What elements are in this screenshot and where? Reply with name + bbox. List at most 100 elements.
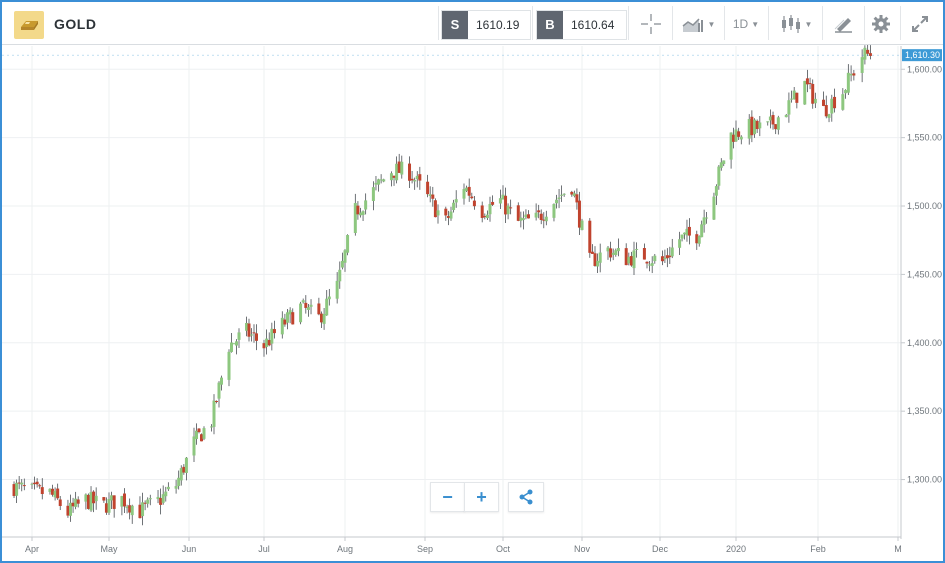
crosshair-button[interactable] (634, 10, 668, 38)
candle-body (371, 187, 375, 201)
candle-body (590, 251, 594, 254)
candle-body (291, 312, 295, 325)
sell-button[interactable]: S 1610.19 (441, 10, 531, 40)
toolbar-divider (724, 6, 725, 40)
candle-body (687, 226, 691, 236)
candle-body (790, 98, 794, 100)
candle-body (283, 319, 287, 325)
candle (750, 110, 754, 143)
candle (280, 311, 284, 339)
candle-body (232, 343, 236, 345)
candle-body (768, 116, 772, 121)
candle-body (491, 201, 495, 205)
x-tick-label: Feb (810, 544, 826, 554)
gear-icon (872, 15, 890, 33)
chart-type-button[interactable]: ▼ (676, 10, 720, 38)
buy-button[interactable]: B 1610.64 (536, 10, 627, 40)
candle (177, 470, 181, 490)
candle (182, 464, 186, 475)
candle-body (335, 280, 339, 299)
candle (92, 490, 96, 513)
candlestick-style-button[interactable]: ▼ (774, 10, 818, 38)
candle-body (179, 468, 183, 481)
candle-body (122, 493, 126, 507)
candle-body (74, 498, 78, 507)
candle (705, 212, 709, 224)
candle-body (86, 494, 90, 509)
sell-label: S (442, 11, 468, 39)
candle (609, 241, 613, 262)
candle (374, 176, 378, 191)
fullscreen-button[interactable] (904, 10, 936, 38)
candle (413, 177, 417, 190)
candle (283, 313, 287, 327)
candle (184, 457, 188, 481)
candle (642, 243, 646, 260)
candle-body (413, 180, 417, 182)
candle (627, 252, 631, 266)
candle (415, 171, 419, 188)
candle (717, 165, 721, 190)
candle (433, 198, 437, 218)
drawing-tools-button[interactable] (826, 10, 860, 38)
candle (212, 394, 216, 435)
candle (524, 209, 528, 220)
candle-body (382, 179, 386, 182)
candle-body (428, 194, 432, 196)
candle (250, 328, 253, 342)
candle-body (130, 505, 134, 516)
candle-body (436, 210, 440, 216)
candle-body (557, 197, 561, 200)
y-tick-label: 1,550.00 (907, 133, 942, 143)
candle (110, 491, 114, 509)
candle (860, 49, 864, 83)
candle-body (107, 498, 111, 513)
candle-body (519, 217, 523, 221)
candle (467, 178, 471, 202)
zoom-in-button[interactable]: + (464, 482, 499, 512)
x-tick-label: Apr (25, 544, 39, 554)
candle-body (485, 214, 489, 219)
candle-body (504, 195, 508, 215)
toolbar-divider (768, 6, 769, 40)
candle (504, 187, 508, 224)
candle-body (824, 105, 828, 117)
candle-body (732, 134, 736, 142)
candle (107, 492, 111, 516)
candle (200, 433, 203, 442)
candle-body (734, 129, 738, 142)
candle-body (498, 198, 502, 204)
candle-body (431, 194, 435, 199)
candle-body (410, 178, 414, 181)
candle (572, 190, 576, 198)
candle (431, 186, 435, 207)
candle-body (629, 256, 633, 266)
candle (418, 166, 422, 190)
candle (130, 504, 134, 524)
candle-body (265, 338, 269, 347)
candle-body (76, 499, 80, 504)
x-tick-label: Oct (496, 544, 511, 554)
candle-body (444, 208, 448, 216)
candle-body (317, 303, 321, 315)
candle-body (470, 196, 474, 199)
candle (252, 324, 256, 343)
candle-body (544, 216, 548, 222)
candle (753, 118, 757, 138)
candle (498, 189, 502, 210)
zoom-out-button[interactable]: − (430, 482, 465, 512)
plot-area (2, 46, 901, 537)
candle-body (827, 114, 831, 118)
candle-body (56, 488, 60, 499)
settings-button[interactable] (866, 10, 896, 38)
timeframe-dropdown[interactable]: 1D ▼ (728, 10, 764, 38)
candle (215, 400, 218, 404)
x-tick-label: Dec (652, 544, 669, 554)
candle (668, 246, 672, 264)
candle (410, 171, 414, 184)
share-button[interactable] (508, 482, 544, 512)
candle-body (141, 502, 145, 517)
candle (863, 45, 867, 65)
